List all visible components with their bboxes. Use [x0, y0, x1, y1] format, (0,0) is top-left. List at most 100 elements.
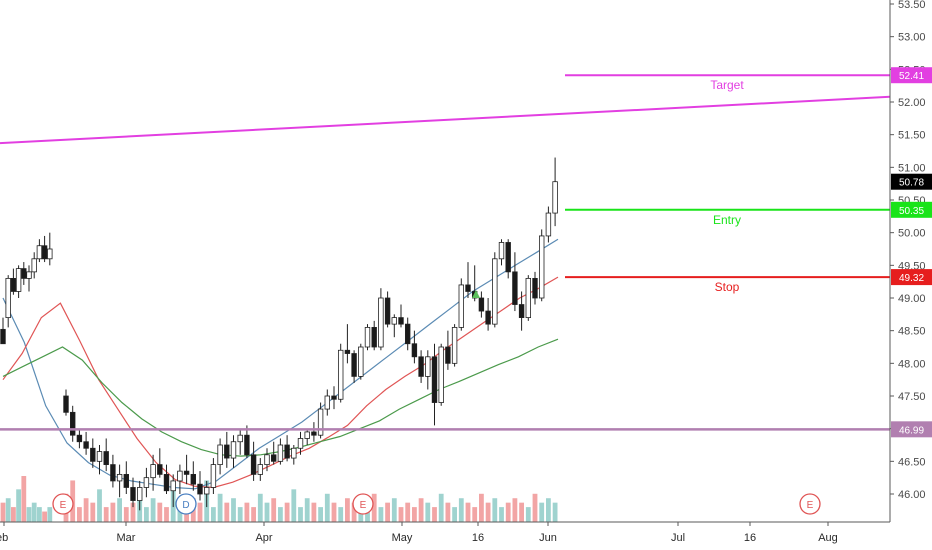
candle-body	[492, 258, 498, 325]
candle	[31, 252, 37, 279]
candle	[324, 389, 330, 416]
x-tick-label: 16	[744, 532, 756, 544]
event-marker[interactable]: E	[52, 493, 74, 515]
volume-bar	[304, 498, 310, 522]
candle	[431, 343, 438, 426]
volume-bar	[452, 507, 457, 522]
level-label-entry: Entry	[713, 213, 741, 227]
candle	[244, 425, 250, 459]
candle	[157, 448, 163, 478]
y-tick-label: 46.00	[898, 489, 926, 501]
candle-body	[31, 258, 37, 273]
candle	[136, 480, 143, 511]
candle-body	[398, 317, 404, 325]
volume-bar	[211, 507, 216, 522]
volume-bar	[298, 507, 303, 522]
volume-bar	[103, 507, 109, 522]
candle-body	[70, 411, 76, 436]
volume-bar	[546, 498, 551, 522]
volume-bar	[42, 511, 47, 522]
candle-body	[203, 487, 210, 495]
candle-body	[458, 284, 464, 328]
volume-bar	[90, 502, 96, 522]
candle-body	[539, 235, 545, 299]
event-circle[interactable]	[175, 493, 197, 515]
x-tick-label: Jun	[539, 532, 557, 544]
event-marker[interactable]: E	[352, 493, 374, 515]
candle-body	[63, 395, 69, 413]
y-tick-label: 47.50	[898, 391, 926, 403]
candle	[445, 330, 451, 370]
trend-line[interactable]	[0, 95, 891, 145]
y-tick-label: 46.50	[898, 456, 926, 468]
volume-bar	[110, 502, 116, 522]
volume-bar	[16, 489, 21, 522]
candle-body	[210, 464, 217, 488]
candle-body	[284, 444, 290, 459]
candle-body	[163, 473, 170, 492]
candle	[518, 291, 525, 331]
candle	[190, 461, 196, 491]
candle	[264, 448, 270, 472]
candle	[304, 428, 310, 445]
x-tick-label: Apr	[255, 532, 272, 544]
candle	[351, 350, 357, 383]
volume-bar	[11, 507, 16, 522]
volume-bars	[0, 476, 558, 522]
volume-bar	[0, 502, 6, 522]
candle	[210, 458, 217, 494]
volume-bar	[123, 507, 129, 522]
volume-bar	[77, 507, 82, 522]
candle	[150, 454, 156, 491]
candle-body	[83, 441, 89, 449]
price-badge-text: 49.32	[899, 273, 924, 284]
event-circle[interactable]	[352, 493, 374, 515]
event-marker[interactable]: E	[799, 493, 821, 515]
price-levels[interactable]: Target Entry Stop	[0, 74, 891, 431]
candle-body	[244, 434, 250, 456]
candle-body	[136, 487, 143, 501]
volume-bar	[324, 493, 330, 522]
volume-bar	[291, 489, 297, 522]
candle	[337, 343, 344, 403]
candle-body	[525, 277, 531, 318]
y-tick-label: 53.50	[898, 0, 926, 11]
candle	[438, 343, 444, 406]
volume-bar	[425, 502, 431, 522]
volume-bar	[378, 507, 384, 522]
volume-bar	[5, 498, 11, 522]
volume-bar	[405, 502, 411, 522]
x-tick-label: Aug	[818, 532, 838, 544]
candle	[90, 438, 96, 468]
candle-body	[110, 464, 116, 482]
candle-body	[364, 326, 371, 348]
candle	[411, 330, 418, 364]
event-marker[interactable]: D	[175, 493, 197, 515]
candle	[539, 229, 545, 302]
candle	[398, 304, 404, 328]
volume-bar	[26, 507, 32, 522]
event-circle[interactable]	[52, 493, 74, 515]
candle-body	[304, 431, 310, 439]
candle	[465, 262, 471, 298]
volume-bar	[351, 502, 357, 522]
x-tick-label: Mar	[117, 532, 136, 544]
event-circle[interactable]	[799, 493, 821, 515]
candle	[478, 291, 485, 318]
candle	[358, 343, 364, 380]
candle-body	[438, 346, 444, 403]
candle	[96, 445, 103, 475]
candle	[525, 275, 531, 321]
volume-bar	[83, 498, 89, 522]
candle-body	[224, 444, 230, 459]
candle-body	[157, 464, 163, 475]
volume-bar	[505, 502, 511, 522]
x-tick-label: Jul	[671, 532, 685, 544]
volume-bar	[21, 476, 27, 522]
candle-body	[331, 395, 337, 400]
candle	[371, 320, 377, 351]
candle	[123, 461, 129, 494]
candle-body	[264, 454, 270, 465]
